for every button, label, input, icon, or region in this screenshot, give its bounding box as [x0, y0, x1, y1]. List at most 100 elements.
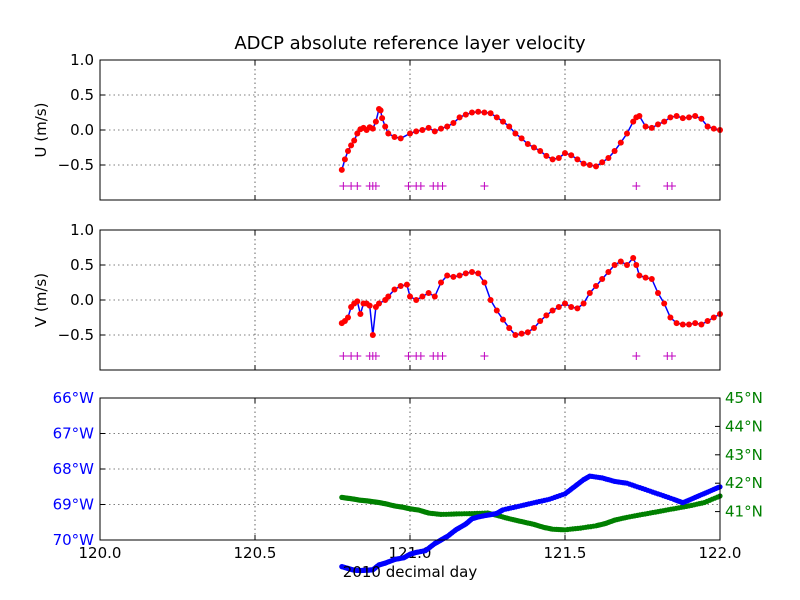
flag-marker [353, 352, 362, 360]
latitude-tick-label: 43°N [725, 446, 763, 464]
velocity-point [431, 128, 438, 135]
velocity-point [586, 290, 593, 296]
velocity-point [413, 128, 420, 135]
velocity-point [385, 130, 392, 137]
velocity-point [686, 321, 692, 328]
velocity-point [630, 118, 637, 125]
velocity-point [354, 130, 361, 137]
velocity-point [605, 155, 612, 161]
velocity-point [624, 130, 630, 137]
flag-marker [371, 182, 380, 190]
velocity-point [580, 160, 587, 167]
flag-marker [438, 352, 447, 360]
velocity-point [524, 329, 531, 336]
x-tick-label: 121.5 [544, 544, 587, 562]
velocity-point [586, 162, 593, 168]
velocity-point [568, 152, 575, 159]
velocity-point [679, 321, 686, 328]
velocity-point [500, 118, 506, 125]
velocity-point [403, 281, 410, 288]
velocity-point [605, 269, 612, 275]
velocity-point [450, 120, 457, 126]
flag-marker [480, 182, 489, 190]
velocity-point [562, 150, 568, 157]
y-tick-label: 0.0 [70, 121, 94, 139]
velocity-point [512, 332, 519, 338]
flag-marker [339, 352, 348, 360]
flag-marker [416, 182, 425, 190]
flag-marker [339, 182, 348, 190]
flag-marker [667, 352, 676, 360]
velocity-point [611, 262, 618, 268]
plot-frame [99, 59, 721, 201]
velocity-point [593, 283, 599, 289]
velocity-point [431, 293, 438, 300]
velocity-point [493, 114, 500, 121]
velocity-point [341, 156, 348, 163]
velocity-point [543, 312, 550, 319]
velocity-point [419, 127, 426, 133]
velocity-point [493, 307, 500, 314]
velocity-point [692, 320, 699, 327]
velocity-point [518, 135, 525, 142]
velocity-point [369, 125, 376, 132]
u-velocity-panel: 1.0 0.5 0.0 −0.5 U (m/s) [32, 51, 723, 201]
velocity-point [655, 121, 661, 128]
velocity-point [562, 300, 568, 307]
velocity-point [379, 115, 386, 122]
latitude-tick-label: 42°N [725, 474, 763, 492]
x-tick-label: 120.0 [79, 544, 122, 562]
longitude-tick-label: 70°W [53, 531, 95, 549]
x-tick-label: 122.0 [699, 544, 742, 562]
velocity-point [617, 258, 624, 265]
velocity-point [710, 125, 717, 132]
velocity-point [698, 115, 705, 122]
velocity-point [425, 290, 432, 296]
velocity-point [710, 314, 717, 321]
velocity-point [568, 304, 575, 310]
velocity-point [655, 290, 661, 296]
y-axis-label: U (m/s) [32, 103, 50, 158]
velocity-point [462, 111, 469, 118]
velocity-point [475, 108, 482, 115]
velocity-point [630, 255, 637, 261]
velocity-point [599, 276, 606, 282]
velocity-point [425, 124, 432, 131]
velocity-point [345, 148, 351, 154]
velocity-point [444, 272, 451, 279]
velocity-point [372, 118, 379, 125]
velocity-point [611, 148, 618, 154]
velocity-point [648, 124, 655, 131]
velocity-point [354, 298, 361, 305]
y-tick-label: 0.0 [70, 291, 94, 309]
velocity-point [351, 137, 358, 144]
velocity-point [382, 123, 389, 130]
flag-marker [404, 182, 413, 190]
velocity-point [549, 156, 556, 163]
velocity-point [391, 134, 398, 140]
velocity-point [518, 330, 525, 337]
velocity-point [506, 325, 513, 331]
flag-marker [371, 352, 380, 360]
velocity-point [574, 156, 581, 163]
v-velocity-panel: 1.0 0.5 0.0 −0.5 V (m/s) [32, 221, 723, 371]
velocity-point [617, 139, 624, 146]
velocity-point [531, 325, 537, 331]
velocity-point [376, 300, 382, 307]
velocity-point [574, 305, 581, 312]
velocity-point [704, 318, 711, 324]
velocity-point [481, 279, 488, 286]
velocity-point [549, 307, 556, 314]
y-tick-label: −0.5 [58, 326, 94, 344]
velocity-point [413, 297, 420, 303]
velocity-point [377, 107, 384, 114]
velocity-point [667, 314, 674, 321]
plot-frame [99, 229, 721, 371]
y-tick-label: 0.5 [70, 256, 94, 274]
velocity-point [369, 332, 376, 338]
velocity-point [673, 320, 680, 327]
flag-marker [667, 182, 676, 190]
flag-marker [632, 182, 641, 190]
latitude-tick-label: 44°N [725, 417, 763, 435]
